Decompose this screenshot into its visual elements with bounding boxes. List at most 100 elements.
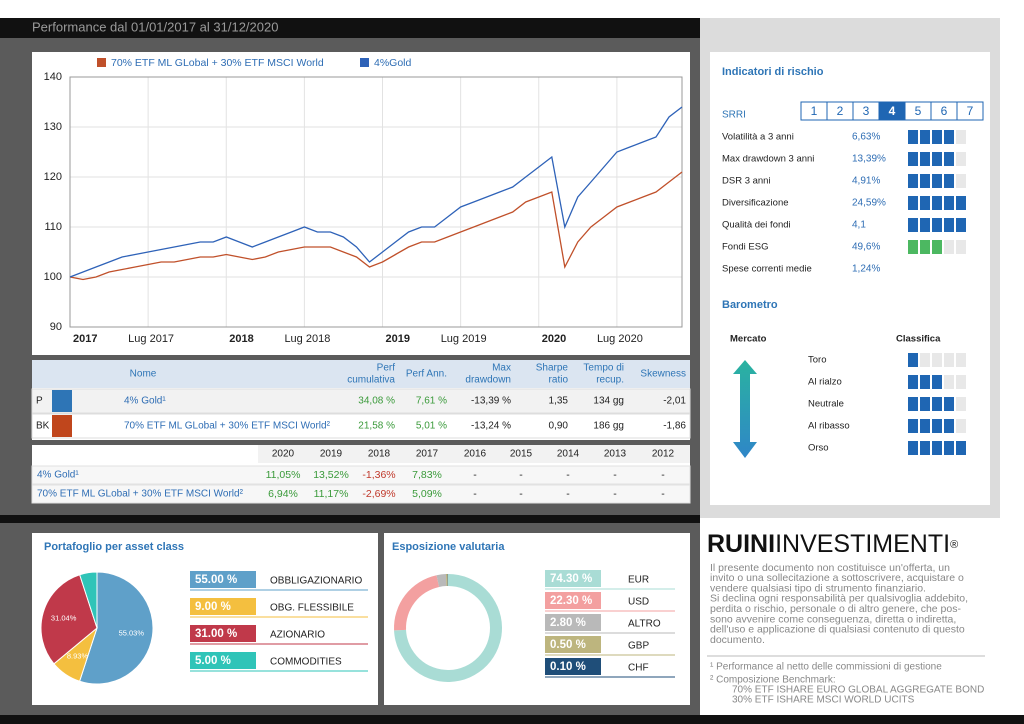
row-cell: - (613, 488, 617, 500)
score-block (944, 218, 954, 232)
legend-label: 70% ETF ML GLobal + 30% ETF MSCI World (111, 57, 324, 69)
score-block (944, 419, 954, 433)
row-cell: 5,01 % (416, 421, 447, 432)
disclaimer-line: invito o una sollecitazione a sottoscriv… (710, 572, 964, 584)
note-line: 30% ETF ISHARE MSCI WORLD UCITS (732, 695, 915, 706)
row-cell: -1,86 (663, 421, 686, 432)
row-cell: - (566, 469, 570, 481)
indicator-value: 6,63% (852, 132, 880, 143)
score-block (956, 419, 966, 433)
indicator-value: 49,6% (852, 242, 880, 253)
disclaimer-line: Si declina ogni responsabilità per quals… (710, 593, 968, 605)
barometer-label: Al rialzo (808, 377, 842, 388)
row-cell: 11,17% (314, 488, 349, 500)
score-block (956, 353, 966, 367)
row-cell: - (661, 488, 665, 500)
x-tick-label: Lug 2020 (597, 333, 643, 345)
note-line: ¹ Performance al netto delle commissioni… (710, 662, 942, 673)
score-block (944, 130, 954, 144)
indicator-value: 4,1 (852, 220, 866, 231)
row-cell: 6,94% (268, 488, 298, 500)
brand-mark: ® (950, 539, 958, 551)
legend-value: 2.80 % (550, 617, 586, 629)
score-block (932, 240, 942, 254)
column-header: cumulativa (347, 375, 395, 386)
year-header: 2017 (416, 449, 439, 460)
row-cell: -13,24 % (471, 421, 511, 432)
row-cell: 1,35 (549, 396, 569, 407)
table-row (31, 413, 691, 439)
legend-badge (190, 598, 256, 615)
x-tick-label: Lug 2019 (441, 333, 487, 345)
indicator-value: 13,39% (852, 154, 886, 165)
legend-badge (545, 592, 601, 609)
disclaimer-line: Il presente documento non costituisce un… (710, 562, 950, 574)
separator (0, 515, 700, 523)
year-header: 2016 (464, 449, 487, 460)
score-block (956, 130, 966, 144)
disclaimer-line: dell'uso e applicazione di qualsiasi con… (710, 624, 965, 636)
legend-badge (190, 625, 256, 642)
title-bar (0, 18, 700, 38)
row-cell: - (473, 488, 477, 500)
score-block (920, 419, 930, 433)
x-tick-label: 2019 (386, 333, 410, 345)
indicator-label: Qualità dei fondi (722, 220, 791, 231)
score-block (956, 218, 966, 232)
legend-label: 4%Gold (374, 57, 412, 69)
legend-value: 74.30 % (550, 573, 592, 585)
score-block (956, 174, 966, 188)
score-block (920, 441, 930, 455)
slice-label: 8.93% (67, 652, 89, 661)
barometer-header: Classifica (896, 334, 941, 345)
srri-level: 3 (863, 104, 870, 118)
row-cell: - (661, 469, 665, 481)
x-tick-label: Lug 2018 (284, 333, 330, 345)
note-line: 70% ETF ISHARE EURO GLOBAL AGGREGATE BON… (732, 685, 984, 696)
y-tick-label: 110 (44, 221, 62, 233)
brand-bold: RUINI (707, 530, 775, 558)
indicator-value: 4,91% (852, 176, 880, 187)
score-block (932, 196, 942, 210)
legend-name: COMMODITIES (270, 657, 342, 668)
disclaimer-line: documento. (710, 634, 765, 646)
barometer-label: Toro (808, 355, 826, 366)
row-name: 70% ETF ML GLobal + 30% ETF MSCI World² (124, 421, 331, 432)
legend-badge (545, 658, 601, 675)
year-header: 2013 (604, 449, 627, 460)
srri-box (956, 101, 984, 121)
disclaimer-line: sono avvenire come conseguenza, diretta … (710, 613, 956, 625)
barometer-label: Orso (808, 443, 829, 454)
indicator-value: 1,24% (852, 264, 880, 275)
score-block (920, 240, 930, 254)
score-block (920, 130, 930, 144)
row-code: BK (36, 421, 50, 432)
slice (394, 575, 440, 631)
score-block (932, 397, 942, 411)
slice (78, 571, 154, 685)
plot-frame (69, 76, 683, 328)
card-title: Barometro (722, 299, 778, 311)
indicator-label: Spese correnti medie (722, 264, 812, 275)
indicator-label: Max drawdown 3 anni (722, 154, 814, 165)
score-block (908, 419, 918, 433)
x-tick-label: 2018 (229, 333, 253, 345)
row-cell: 7,61 % (416, 396, 447, 407)
row-cell: -1,36% (362, 469, 395, 481)
indicator-label: Diversificazione (722, 198, 789, 209)
score-block (908, 218, 918, 232)
slice (40, 574, 98, 665)
note-line: ² Composizione Benchmark: (710, 675, 836, 686)
score-block (908, 130, 918, 144)
row-cell: 13,52% (313, 469, 349, 481)
score-block (932, 441, 942, 455)
row-cell: - (519, 488, 523, 500)
barometer-label: Al ribasso (808, 421, 850, 432)
risk-card (710, 52, 990, 505)
legend-name: AZIONARIO (270, 630, 325, 641)
score-block (956, 441, 966, 455)
legend-badge (545, 614, 601, 631)
y-tick-label: 130 (44, 121, 62, 133)
table-row (31, 465, 691, 485)
score-block (932, 152, 942, 166)
